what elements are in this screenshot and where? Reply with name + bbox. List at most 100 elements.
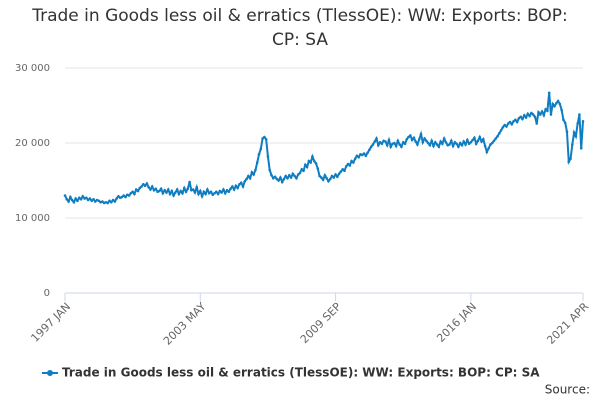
data-point — [166, 188, 170, 191]
data-point — [250, 170, 254, 174]
data-point — [266, 155, 270, 158]
data-point — [179, 189, 183, 193]
data-point — [239, 181, 243, 185]
data-point — [245, 177, 248, 181]
data-point — [492, 139, 496, 143]
data-point — [346, 162, 350, 166]
data-point — [554, 101, 558, 105]
data-point — [163, 188, 166, 192]
data-point — [108, 199, 111, 203]
data-point — [165, 191, 168, 194]
data-point — [366, 151, 369, 155]
data-point — [252, 173, 255, 176]
data-point — [412, 136, 416, 140]
data-point — [336, 175, 339, 179]
data-point — [321, 178, 325, 182]
data-point — [364, 154, 368, 158]
data-point — [76, 199, 79, 203]
data-point — [85, 196, 88, 200]
data-point — [348, 164, 352, 167]
data-point — [211, 193, 215, 197]
data-point — [464, 143, 467, 146]
data-point — [474, 142, 478, 146]
data-point — [215, 190, 218, 194]
data-point — [355, 154, 359, 158]
data-point — [300, 167, 304, 171]
data-point — [172, 194, 175, 197]
data-point — [81, 194, 85, 198]
data-point — [380, 142, 384, 146]
data-point — [469, 140, 473, 144]
data-point — [467, 142, 471, 146]
x-tick-label: 2016 JAN — [434, 300, 479, 345]
data-point — [270, 173, 273, 177]
data-point — [236, 186, 239, 190]
data-point — [152, 188, 156, 192]
data-point — [528, 114, 531, 118]
data-point — [487, 146, 490, 150]
data-point — [273, 175, 277, 179]
data-point — [375, 137, 378, 140]
data-point — [426, 141, 430, 145]
data-point — [247, 174, 250, 178]
data-point — [538, 113, 542, 116]
data-point — [295, 176, 298, 180]
data-point — [147, 185, 150, 189]
data-point — [213, 191, 216, 195]
data-point — [268, 168, 272, 172]
data-point — [241, 185, 245, 188]
data-point — [231, 185, 234, 188]
data-point — [109, 200, 113, 204]
data-point — [197, 192, 200, 196]
data-point — [209, 190, 213, 194]
data-point — [111, 198, 115, 202]
data-point — [263, 135, 266, 139]
data-point — [546, 109, 549, 113]
data-point — [88, 197, 92, 200]
data-point — [143, 184, 147, 188]
data-point — [339, 170, 343, 173]
data-point — [362, 152, 366, 155]
data-point — [92, 197, 95, 201]
data-point — [387, 138, 391, 142]
data-point — [323, 173, 327, 177]
data-point — [449, 139, 453, 143]
data-point — [127, 194, 131, 197]
data-point — [93, 200, 97, 203]
data-point — [293, 174, 296, 178]
data-point — [174, 191, 177, 194]
data-point — [307, 159, 311, 163]
data-point — [551, 102, 555, 106]
data-point — [225, 188, 229, 192]
data-point — [501, 125, 505, 129]
data-point — [441, 142, 444, 146]
data-point — [175, 188, 179, 191]
data-point — [218, 189, 222, 193]
data-point — [320, 176, 323, 179]
data-point — [514, 118, 517, 122]
data-point — [280, 180, 284, 184]
data-point — [423, 137, 426, 140]
data-point — [325, 176, 328, 180]
data-point — [286, 176, 289, 180]
data-point — [508, 120, 512, 124]
data-point — [195, 185, 199, 189]
data-point — [455, 142, 458, 146]
data-point — [309, 161, 312, 164]
legend-label: Trade in Goods less oil & erratics (Tles… — [62, 366, 540, 380]
data-point — [327, 179, 330, 183]
data-point — [154, 187, 158, 191]
data-point — [145, 182, 149, 185]
series-line — [64, 92, 584, 205]
y-tick-label: 30 000 — [15, 63, 50, 74]
data-point — [136, 189, 140, 193]
data-point — [519, 115, 522, 119]
data-point — [343, 169, 346, 173]
data-point — [337, 172, 341, 176]
data-point — [158, 189, 161, 193]
data-point — [553, 104, 556, 108]
data-point — [220, 191, 223, 194]
data-point — [177, 192, 181, 196]
data-point — [558, 102, 562, 106]
data-point — [576, 122, 579, 125]
